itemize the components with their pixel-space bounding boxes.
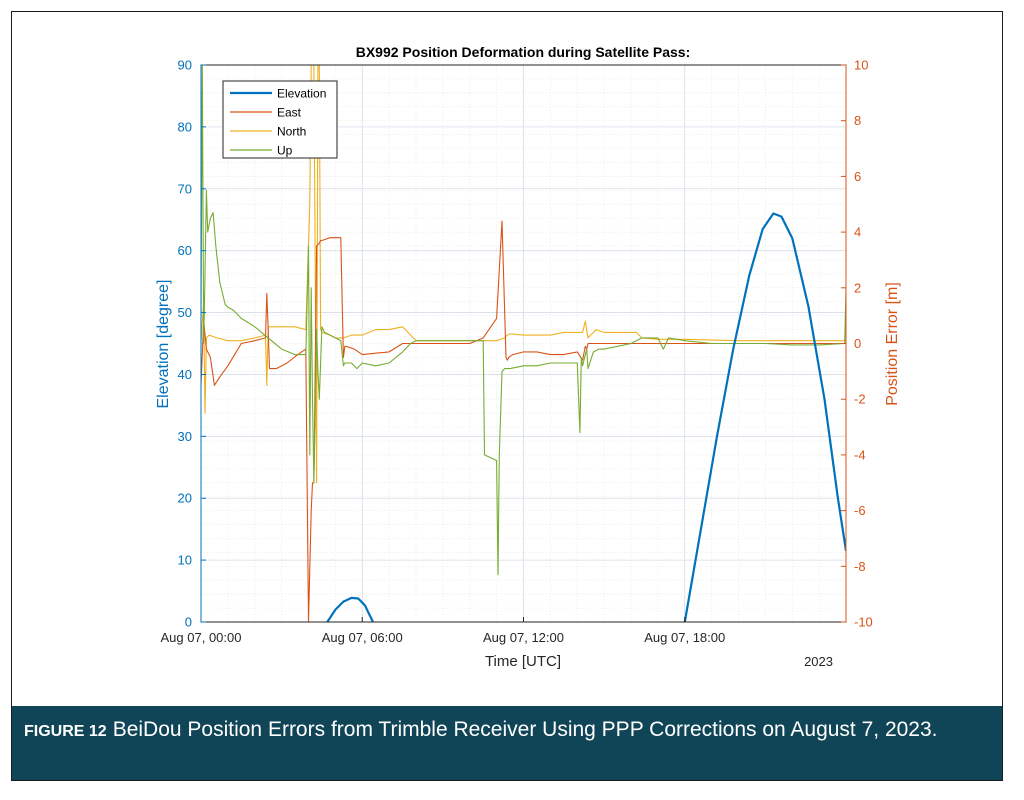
y-tick-label-left: 30 <box>178 429 192 444</box>
legend-label-up: Up <box>277 144 293 158</box>
series-north-line <box>201 65 846 484</box>
x-tick-label: Aug 07, 12:00 <box>483 630 564 645</box>
axis-ticks: 0 10 20 30 40 50 60 70 80 90 -10 -8 -6 -4 -2 0 2 4 6 8 10 Aug… <box>161 58 873 646</box>
x-axis-label: Time [UTC] <box>485 653 561 670</box>
legend-label-elevation: Elevation <box>277 87 326 101</box>
y-tick-label-left: 10 <box>178 553 192 568</box>
y-tick-label-right: -6 <box>854 503 866 518</box>
series-lines <box>201 65 846 622</box>
chart-title: BX992 Position Deformation during Satell… <box>356 44 691 60</box>
caption-text: BeiDou Position Errors from Trimble Rece… <box>112 718 938 741</box>
y-tick-label-left: 50 <box>178 305 192 320</box>
y-axis-label-right: Position Error [m] <box>884 282 901 406</box>
series-elevation-pass-1 <box>326 596 374 622</box>
legend-label-east: East <box>277 106 302 120</box>
y-tick-label-left: 0 <box>185 615 192 630</box>
x-tick-label: Aug 07, 06:00 <box>322 630 403 645</box>
y-tick-label-left: 70 <box>178 181 192 196</box>
legend-label-north: North <box>277 125 306 139</box>
y-tick-label-left: 60 <box>178 243 192 258</box>
x-tick-label: Aug 07, 18:00 <box>644 630 725 645</box>
y-tick-label-right: 6 <box>854 169 861 184</box>
y-tick-label-left: 40 <box>178 367 192 382</box>
y-tick-label-right: -4 <box>854 447 866 462</box>
x-tick-label: Aug 07, 00:00 <box>161 630 242 645</box>
figure-caption: FIGURE 12 BeiDou Position Errors from Tri… <box>12 706 1002 780</box>
y-tick-label-right: 0 <box>854 336 861 351</box>
x-secondary-label: 2023 <box>804 654 833 669</box>
y-tick-label-right: 2 <box>854 280 861 295</box>
y-tick-label-right: -10 <box>854 615 873 630</box>
caption-label: FIGURE 12 <box>24 723 107 740</box>
y-tick-label-right: 4 <box>854 225 861 240</box>
series-elevation-pass-2 <box>683 212 846 622</box>
chart: 0 10 20 30 40 50 60 70 80 90 -10 -8 -6 -4 -2 0 2 4 6 8 10 Aug… <box>155 44 901 670</box>
legend: Elevation East North Up <box>222 80 338 159</box>
y-tick-label-right: 10 <box>854 58 868 73</box>
y-tick-label-right: -2 <box>854 392 866 407</box>
y-tick-label-left: 20 <box>178 491 192 506</box>
y-tick-label-right: -8 <box>854 559 866 574</box>
y-axis-label-left: Elevation [degree] <box>155 280 172 409</box>
series-up-line <box>201 65 846 576</box>
y-tick-label-left: 90 <box>178 58 192 73</box>
y-tick-label-right: 8 <box>854 113 861 128</box>
series-east-line <box>201 220 846 622</box>
y-tick-label-left: 80 <box>178 119 192 134</box>
figure-frame <box>11 11 1003 781</box>
